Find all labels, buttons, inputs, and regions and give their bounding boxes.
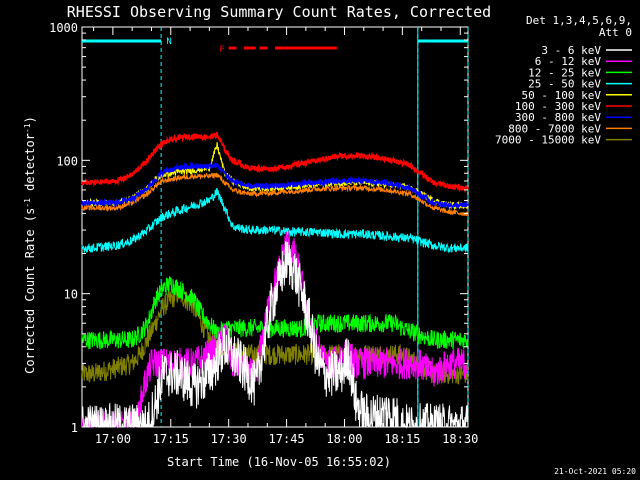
chart-title: RHESSI Observing Summary Count Rates, Co… [67, 3, 491, 21]
night-label: N [166, 37, 171, 47]
x-tick-label-1: 17:15 [153, 432, 189, 446]
legend-label-3: 25 - 50 keV [528, 78, 601, 91]
y-axis-label-end: ) [23, 116, 37, 123]
x-tick-label-0: 17:00 [95, 432, 131, 446]
legend-label-0: 3 - 6 keV [541, 44, 601, 57]
y-tick-label-0: 1 [71, 421, 78, 435]
flare-indicator-layer: F [219, 45, 337, 55]
x-tick-label-5: 18:15 [384, 432, 420, 446]
legend-label-4: 50 - 100 keV [522, 89, 602, 102]
y-axis-label-mid: detector [23, 133, 37, 198]
x-tick-label-4: 18:00 [326, 432, 362, 446]
y-axis-label-sup1: -1 [23, 198, 32, 208]
y-axis-label-main: Corrected Count Rate (s [23, 208, 37, 374]
legend-header-line-1: Det 1,3,4,5,6,9, [526, 14, 632, 27]
x-axis-label: Start Time (16-Nov-05 16:55:02) [167, 455, 391, 469]
series-line-7 [81, 172, 469, 217]
y-axis-label-sup2: -1 [23, 123, 32, 133]
legend-label-5: 100 - 300 keV [515, 100, 601, 113]
y-tick-label-3: 1000 [49, 21, 78, 35]
series-line-6 [81, 161, 469, 209]
x-tick-label-2: 17:30 [211, 432, 247, 446]
series-line-0 [81, 241, 469, 429]
axes-layer: 17:00 17:15 17:30 17:45 18:00 18:15 18:30 1 10 10… [49, 21, 478, 446]
y-tick-label-2: 100 [56, 154, 78, 168]
x-tick-label-6: 18:30 [442, 432, 478, 446]
series-line-2 [81, 276, 469, 350]
legend-label-8: 7000 - 15000 keV [495, 134, 601, 147]
legend-label-7: 800 - 7000 keV [508, 122, 601, 135]
series-layer [81, 131, 469, 429]
footer-timestamp: 21-Oct-2021 05:20 [554, 467, 636, 476]
legend-label-1: 6 - 12 keV [535, 55, 602, 68]
series-line-1 [81, 229, 469, 428]
legend-header-line-2: Att 0 [599, 26, 632, 39]
legend-label-6: 300 - 800 keV [515, 111, 601, 124]
series-line-5 [81, 131, 469, 194]
y-axis-label: Corrected Count Rate (s-1 detector-1) [23, 116, 37, 374]
x-tick-label-3: 17:45 [269, 432, 305, 446]
legend-label-2: 12 - 25 keV [528, 66, 601, 79]
series-line-3 [81, 187, 469, 253]
y-tick-label-1: 10 [64, 288, 78, 302]
flare-label: F [219, 45, 224, 55]
